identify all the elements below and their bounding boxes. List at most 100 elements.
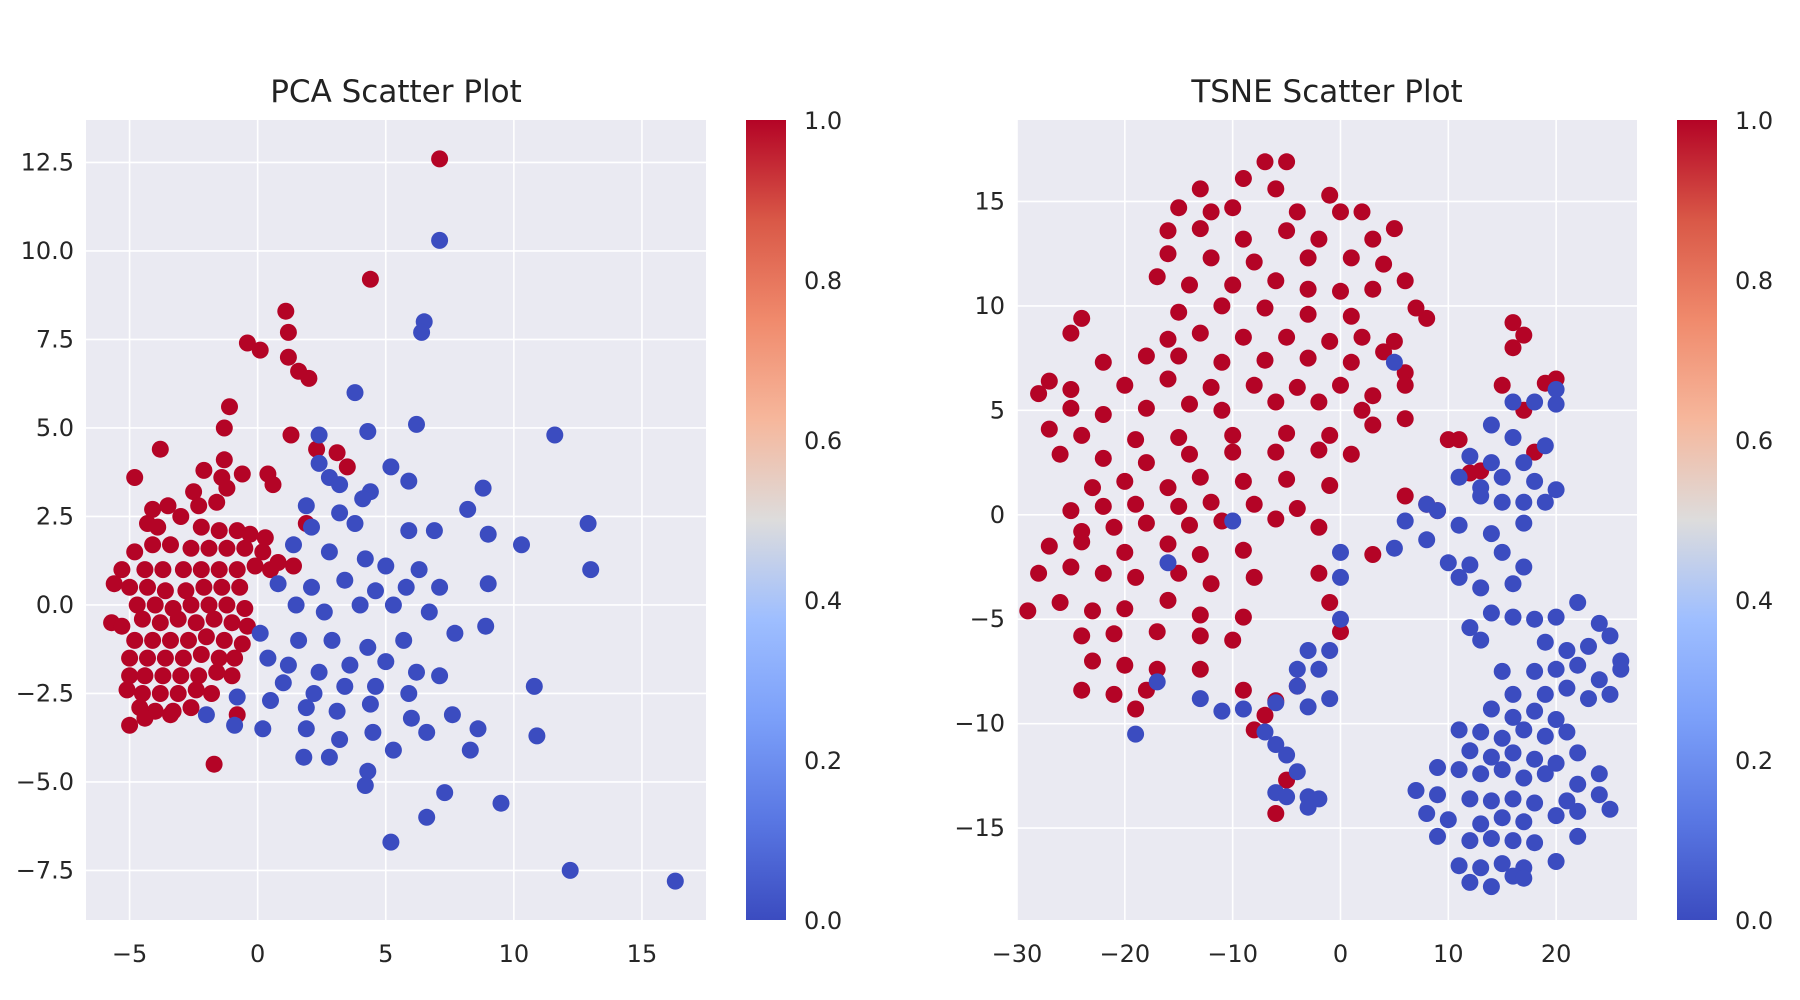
data-point — [1429, 827, 1446, 845]
data-point — [1278, 424, 1296, 442]
y-tick-label: 10.0 — [21, 237, 74, 265]
data-point — [359, 423, 377, 440]
data-point — [1515, 813, 1533, 831]
data-point — [1482, 792, 1500, 810]
chart-panel-2: −30 −20 −10 0 10 20 −15 −10 −5 0 5 10 15 TSNE Scatter… — [954, 74, 1773, 968]
data-point — [156, 582, 174, 600]
data-point — [205, 755, 223, 773]
data-point — [1299, 798, 1317, 816]
data-point — [1601, 685, 1619, 703]
data-point — [1062, 399, 1080, 417]
y-tick-label: 5.0 — [36, 414, 74, 442]
data-point — [226, 716, 244, 734]
data-point — [546, 426, 564, 444]
data-point — [151, 614, 169, 632]
data-point — [218, 479, 236, 497]
data-point — [1202, 378, 1220, 396]
data-point — [1461, 832, 1479, 850]
data-point — [474, 479, 492, 497]
data-point — [1094, 406, 1112, 423]
data-point — [1234, 230, 1252, 248]
data-point — [233, 465, 251, 483]
colorbar-tick-label: 0.6 — [804, 427, 842, 455]
data-point — [136, 561, 154, 579]
data-point — [1170, 303, 1188, 321]
data-point — [139, 649, 156, 667]
data-point — [1094, 564, 1112, 582]
series-1 — [103, 150, 449, 773]
data-point — [182, 596, 200, 614]
data-point — [1299, 349, 1317, 367]
data-point — [208, 663, 226, 681]
data-point — [133, 610, 151, 628]
data-point — [1051, 445, 1069, 463]
data-point — [1105, 685, 1123, 703]
data-point — [528, 727, 546, 745]
data-point — [367, 582, 384, 600]
data-point — [1461, 619, 1479, 637]
data-point — [1558, 679, 1576, 697]
data-point — [1256, 723, 1274, 741]
data-point — [400, 522, 418, 540]
data-point — [1450, 761, 1468, 779]
data-point — [310, 663, 328, 681]
data-point — [197, 628, 215, 646]
data-point — [1461, 556, 1479, 574]
data-point — [297, 699, 315, 717]
data-point — [1461, 742, 1479, 760]
data-point — [1191, 180, 1209, 198]
data-point — [1504, 832, 1522, 850]
data-point — [203, 685, 220, 702]
data-point — [1321, 690, 1339, 708]
data-point — [1062, 381, 1080, 398]
data-point — [1547, 853, 1565, 870]
data-point — [1245, 376, 1263, 394]
data-point — [210, 561, 228, 579]
data-point — [1364, 230, 1382, 248]
data-point — [1159, 222, 1177, 240]
data-point — [420, 603, 438, 621]
data-point — [1526, 393, 1544, 411]
data-point — [1569, 744, 1587, 762]
data-point — [136, 667, 154, 685]
x-tick-label: −10 — [1207, 940, 1258, 968]
data-point — [1547, 754, 1565, 772]
data-point — [200, 539, 218, 557]
data-point — [297, 497, 315, 515]
data-point — [1482, 416, 1500, 434]
data-point — [195, 461, 213, 479]
data-point — [146, 596, 164, 614]
data-point — [1288, 677, 1306, 695]
y-tick-label: −15 — [954, 814, 1005, 842]
data-point — [1526, 702, 1544, 720]
data-point — [1601, 627, 1619, 645]
data-point — [1213, 401, 1231, 419]
data-point — [1224, 199, 1242, 217]
data-point — [190, 667, 208, 685]
data-point — [1094, 353, 1112, 371]
data-point — [195, 578, 213, 596]
data-point — [1084, 479, 1101, 497]
data-point — [233, 635, 251, 653]
data-point — [1439, 811, 1457, 829]
data-point — [1094, 449, 1112, 467]
data-point — [331, 476, 349, 494]
data-point — [210, 649, 228, 667]
data-point — [356, 550, 374, 568]
data-point — [223, 667, 241, 685]
x-tick-label: −30 — [992, 940, 1043, 968]
data-point — [320, 748, 338, 766]
data-point — [128, 596, 146, 614]
data-point — [359, 762, 377, 780]
data-point — [228, 561, 246, 579]
data-point — [1472, 487, 1490, 505]
data-point — [356, 777, 374, 794]
data-point — [1536, 685, 1554, 703]
data-point — [1267, 805, 1285, 822]
data-point — [1310, 660, 1328, 678]
data-point — [443, 706, 461, 724]
data-point — [1461, 873, 1479, 891]
data-point — [121, 649, 139, 667]
data-point — [1526, 610, 1544, 628]
data-point — [328, 702, 346, 720]
